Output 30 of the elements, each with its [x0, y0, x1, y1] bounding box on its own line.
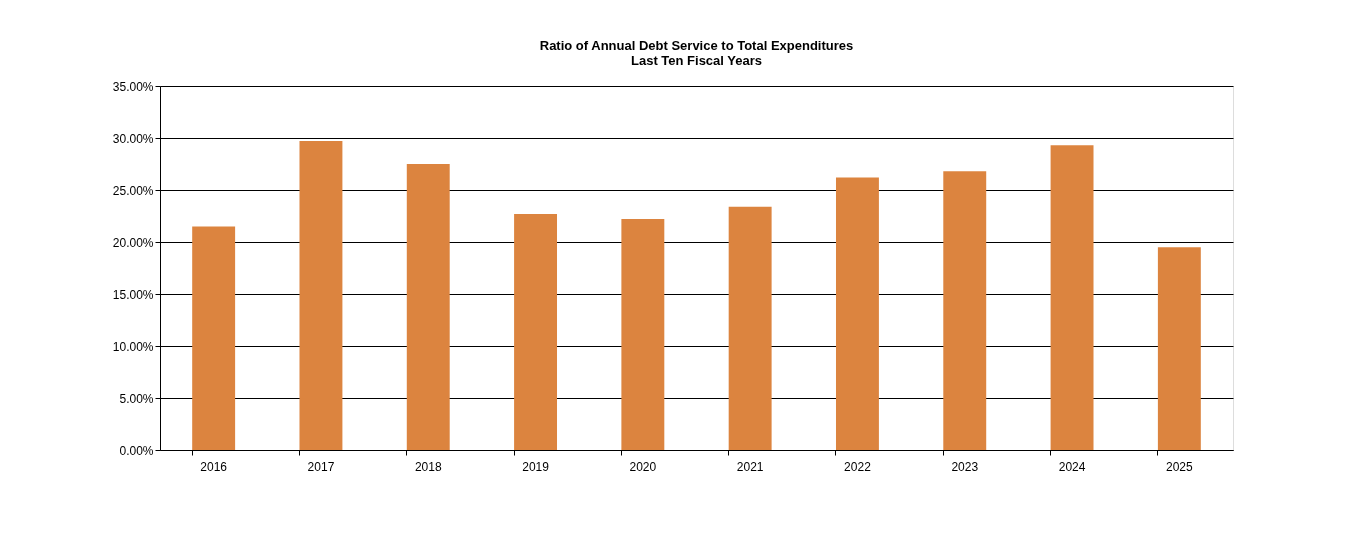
y-tick-label: 0.00% [119, 443, 154, 458]
bar [406, 164, 450, 450]
bar [514, 213, 558, 450]
y-tick-label: 35.00% [112, 79, 154, 94]
y-tick-label: 20.00% [112, 235, 154, 250]
x-tick-label: 2023 [951, 459, 979, 474]
bar [1157, 247, 1201, 450]
bar [192, 226, 236, 450]
x-tick-label: 2024 [1058, 459, 1086, 474]
x-tick-label: 2025 [1166, 459, 1194, 474]
chart-subtitle: Last Ten Fiscal Years [630, 53, 763, 68]
x-tick-label: 2018 [414, 459, 442, 474]
bar [835, 177, 879, 450]
bar [943, 171, 987, 450]
y-tick-label: 10.00% [112, 339, 154, 354]
bar [728, 206, 772, 450]
y-tick-label: 25.00% [112, 183, 154, 198]
x-tick-label: 2020 [629, 459, 657, 474]
x-tick-label: 2021 [736, 459, 764, 474]
bar [299, 141, 343, 450]
x-tick-label: 2019 [522, 459, 550, 474]
chart-title: Ratio of Annual Debt Service to Total Expenditures [539, 38, 854, 53]
y-tick-label: 30.00% [112, 131, 154, 146]
bar [621, 219, 665, 450]
x-tick-label: 2016 [200, 459, 228, 474]
y-tick-label: 5.00% [119, 391, 154, 406]
y-tick-label: 15.00% [112, 287, 154, 302]
x-tick-label: 2022 [844, 459, 872, 474]
x-tick-label: 2017 [307, 459, 335, 474]
bar [1050, 145, 1094, 450]
